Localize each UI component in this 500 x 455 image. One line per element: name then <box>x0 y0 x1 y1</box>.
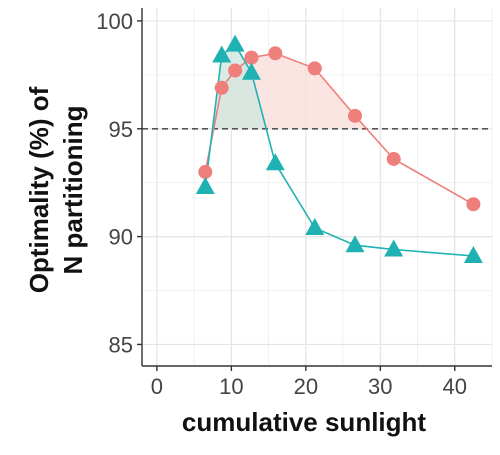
point-circle-1 <box>214 80 229 95</box>
point-triangle-2 <box>225 34 245 52</box>
y-tick-label-95: 95 <box>109 117 133 142</box>
point-triangle-3 <box>241 62 261 80</box>
point-triangle-7 <box>384 239 404 257</box>
point-circle-0 <box>198 164 213 179</box>
x-tick-label-40: 40 <box>443 374 467 399</box>
y-tick-labels: 85 90 95 100 <box>96 9 133 357</box>
y-axis-title-line-1: Optimality (%) of <box>24 86 54 293</box>
point-circle-2 <box>228 63 243 78</box>
x-tick-label-10: 10 <box>219 374 243 399</box>
point-triangle-4 <box>265 153 285 171</box>
x-tick-label-0: 0 <box>151 374 163 399</box>
x-tick-label-30: 30 <box>368 374 392 399</box>
series-markers <box>195 34 483 264</box>
y-axis-title: Optimality (%) of N partitioning <box>24 86 88 293</box>
x-tick-labels: 0 10 20 30 40 <box>151 374 467 399</box>
point-circle-4 <box>268 46 283 61</box>
x-tick-label-20: 20 <box>294 374 318 399</box>
point-triangle-8 <box>463 246 483 264</box>
y-tick-label-90: 90 <box>109 225 133 250</box>
y-tick-label-100: 100 <box>96 9 133 34</box>
point-circle-6 <box>347 108 362 123</box>
axes <box>137 8 492 371</box>
point-triangle-0 <box>195 177 215 194</box>
point-triangle-5 <box>305 217 325 235</box>
point-triangle-6 <box>345 235 365 253</box>
x-axis-title: cumulative sunlight <box>182 407 426 437</box>
point-circle-5 <box>307 61 322 76</box>
point-circle-3 <box>244 50 259 65</box>
area-fill-triangle-series <box>212 44 267 129</box>
y-tick-label-85: 85 <box>109 332 133 357</box>
point-triangle-1 <box>212 45 232 63</box>
point-circle-8 <box>466 197 481 212</box>
y-axis-title-line-2: N partitioning <box>58 106 88 275</box>
point-circle-7 <box>386 151 401 166</box>
